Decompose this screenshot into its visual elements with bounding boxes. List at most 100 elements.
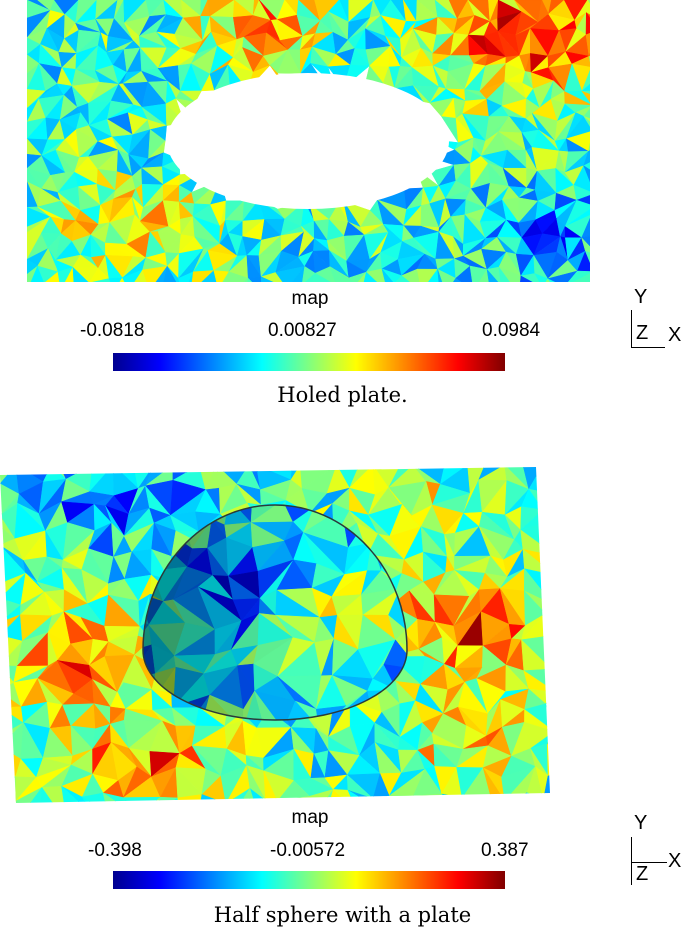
half-sphere-mesh (0, 465, 560, 803)
mesh-element (0, 722, 24, 760)
axis-y-label: Y (634, 812, 648, 834)
mesh-element (588, 142, 590, 152)
mesh-element (546, 743, 550, 778)
colorbar-max-label: 0.0984 (482, 320, 541, 341)
mesh-element (545, 604, 550, 625)
mesh-element (0, 746, 17, 778)
mesh-element (312, 272, 331, 282)
mesh-element (228, 271, 249, 282)
mesh-element (543, 800, 550, 803)
mesh-element (481, 800, 505, 803)
mesh-element (545, 613, 550, 638)
mesh-element (547, 278, 556, 282)
mesh-element (0, 768, 17, 789)
mesh-element (553, 581, 560, 605)
mesh-element (546, 743, 550, 778)
mesh-element (583, 162, 590, 170)
mesh-element (258, 800, 278, 803)
mesh-element (581, 83, 590, 92)
mesh-element (329, 266, 356, 282)
mesh-element (81, 796, 109, 803)
mesh-element (542, 467, 550, 495)
mesh-element (584, 250, 590, 263)
mesh-element (556, 465, 560, 494)
mesh-element (395, 275, 410, 282)
mesh-element (542, 800, 550, 803)
mesh-element (413, 795, 442, 803)
mesh-element (260, 276, 274, 282)
mesh-element (554, 702, 560, 732)
mesh-element (586, 0, 590, 16)
mesh-element (395, 629, 407, 656)
mesh-element (249, 787, 266, 803)
mesh-element (72, 266, 89, 282)
mesh-element (61, 785, 93, 803)
mesh-element (544, 686, 550, 705)
colorbar-title: map (291, 288, 329, 309)
mesh-element (441, 793, 463, 803)
mesh-element (437, 269, 443, 282)
mesh-element (583, 151, 590, 167)
mesh-element (545, 701, 550, 733)
mesh-element (247, 276, 262, 282)
mesh-element (41, 786, 68, 803)
mesh-element (222, 271, 231, 282)
mesh-element (581, 90, 590, 103)
mesh-element (581, 233, 590, 239)
mesh-element (545, 613, 550, 638)
mesh-element (572, 273, 590, 282)
colorbar-mid-label: 0.00827 (268, 320, 337, 341)
axis-y-label: Y (634, 286, 648, 308)
axis-y-line (631, 310, 632, 348)
axis-y-line (631, 837, 632, 885)
mesh-element (546, 729, 550, 745)
mesh-element (585, 32, 590, 57)
mesh-element (520, 275, 533, 282)
mesh-element (108, 277, 123, 282)
mesh-element (460, 802, 493, 803)
colorbar-max-label: 0.387 (481, 840, 529, 861)
mesh-element (585, 11, 590, 36)
mesh-element (452, 277, 462, 282)
mesh-element (163, 265, 177, 282)
mesh-element (497, 792, 537, 803)
mesh-element (551, 637, 560, 671)
colorbar-mid-label: -0.00572 (270, 840, 346, 861)
mesh-element (243, 277, 249, 282)
mesh-element (553, 597, 560, 625)
axis-x-line (631, 347, 665, 348)
mesh-element (283, 700, 320, 720)
axis-x-label: X (668, 850, 682, 872)
mesh-element (119, 277, 125, 282)
figure-caption: Half sphere with a plate (213, 903, 472, 927)
mesh-element (254, 690, 285, 720)
mesh-element (412, 793, 442, 803)
axis-z-label: Z (636, 322, 649, 344)
mesh-elements (27, 0, 590, 282)
mesh-element (225, 787, 251, 803)
mesh-element (546, 729, 550, 755)
mesh-element (542, 509, 550, 524)
mesh-element (543, 522, 550, 558)
mesh-element (551, 669, 560, 692)
mesh-element (460, 797, 493, 803)
mesh-element (535, 799, 549, 803)
mesh-element (551, 635, 560, 669)
mesh-element (526, 792, 544, 803)
mesh-element (581, 69, 590, 92)
mesh-element (157, 796, 179, 803)
mesh-element (304, 272, 316, 282)
mesh-element (363, 271, 378, 282)
axis-x-line (631, 862, 667, 863)
holed-plate-mesh (27, 0, 590, 282)
mesh-element (40, 786, 68, 803)
mesh-element (545, 686, 550, 705)
mesh-element (395, 639, 407, 671)
mesh-element (332, 789, 361, 803)
mesh-element (486, 268, 499, 282)
mesh-element (357, 271, 367, 282)
mesh-element (581, 217, 590, 239)
mesh-element (542, 485, 550, 511)
mesh-element (249, 788, 260, 803)
mesh-element (413, 85, 431, 104)
